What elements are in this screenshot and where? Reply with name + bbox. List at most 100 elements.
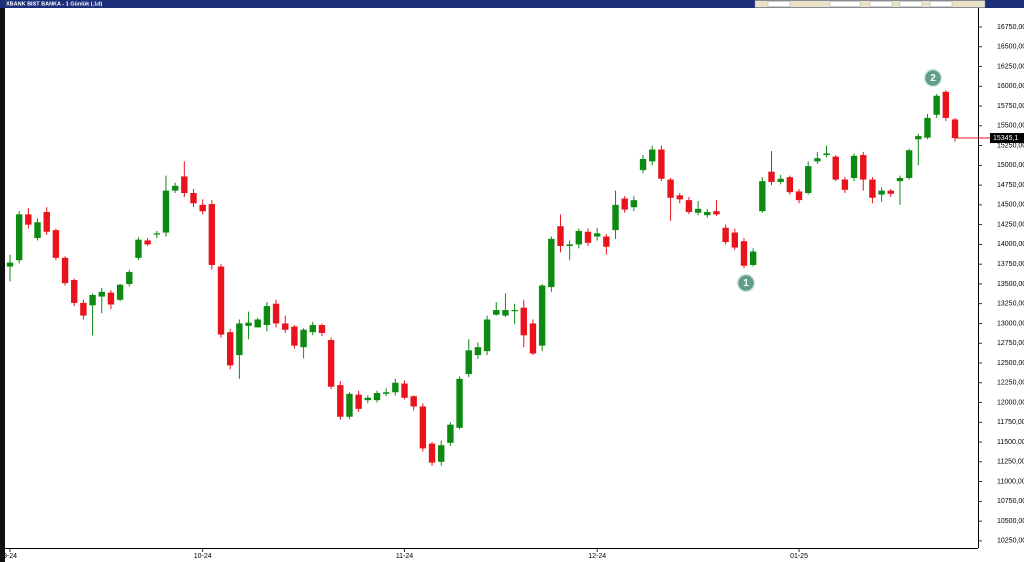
candle-body [98,291,105,297]
candle-body [612,204,619,231]
candle-body [777,178,784,182]
candle-body [364,397,372,401]
candle-body [768,171,775,182]
left-strip [0,8,5,562]
candle-body [658,149,665,179]
candle-body [795,191,803,201]
candle-body [557,226,564,246]
y-tick-label: 16500,00 [997,44,1024,51]
candle-body [860,155,867,180]
candle-body [474,347,482,356]
candle-body [740,241,748,266]
candle-body [493,310,500,315]
candle-body [722,227,729,243]
candle-body [34,222,41,239]
candle-body [630,200,638,208]
toolbar-field [767,1,791,7]
candle-body [759,181,766,212]
candle-body [621,198,628,210]
candle-body [805,166,812,194]
y-tick-label: 10750,00 [997,498,1024,505]
candle-body [951,119,959,139]
candle-body [254,319,261,328]
candle-body [6,262,14,267]
candle-body [905,150,913,178]
candle-body [639,159,647,171]
candle-body [181,176,188,194]
candle-body [15,214,23,261]
candle-body [61,257,69,284]
candle-body [300,329,307,348]
y-tick-label: 10500,00 [997,518,1024,525]
y-tick-label: 16250,00 [997,63,1024,70]
candle-body [171,185,179,191]
candle-body [685,200,693,212]
y-tick-label: 11000,00 [997,478,1024,485]
y-tick-label: 15250,00 [997,142,1024,149]
candle-body [933,95,940,115]
candle-body [887,190,894,194]
candle-body [263,306,271,326]
annotation-marker [736,273,756,293]
y-tick-label: 16000,00 [997,83,1024,90]
candle-body [878,190,885,195]
y-tick-label: 12750,00 [997,340,1024,347]
candle-body [346,393,353,417]
y-tick-label: 12250,00 [997,380,1024,387]
toolbar-field [929,1,953,7]
candle-body [438,445,445,462]
y-tick-label: 10250,00 [997,538,1024,545]
candle-body [419,406,427,449]
x-tick-label: 01-25 [790,553,808,560]
annotation-label: 2 [930,73,936,84]
candle-body [226,332,234,366]
y-tick-label: 12500,00 [997,360,1024,367]
candle-body [337,385,344,417]
last-price-box [990,133,1024,144]
y-tick-label: 14000,00 [997,241,1024,248]
candle-body [465,350,472,375]
x-tick-label: 10-24 [194,553,212,560]
last-price-label: 15345,1 [993,135,1018,142]
candle-body [447,424,454,443]
y-tick-label: 11500,00 [997,439,1024,446]
candle-body [382,392,390,394]
y-tick-label: 15750,00 [997,103,1024,110]
candle-body [135,239,142,258]
candle-body [603,236,610,247]
title-bar [0,0,1024,8]
candle-body [190,193,197,204]
toolbar-field [829,1,861,7]
candle-body [282,323,289,330]
candle-body [896,177,904,182]
y-tick-label: 11750,00 [997,419,1024,426]
candle-body [529,323,537,354]
y-tick-label: 14750,00 [997,182,1024,189]
candle-body [153,233,160,235]
candle-body [144,240,151,245]
toolbar-field [869,1,893,7]
candle-body [116,284,124,300]
candle-body [162,190,170,233]
candle-body [89,294,96,306]
candle-body [593,233,601,237]
candle-body [410,396,417,407]
candle-body [869,179,876,198]
candle-body [291,326,298,346]
y-tick-label: 13750,00 [997,261,1024,268]
y-tick-label: 11250,00 [997,459,1024,466]
annotation-marker [923,68,943,88]
y-tick-label: 13250,00 [997,301,1024,308]
y-tick-label: 12000,00 [997,399,1024,406]
candle-body [832,156,839,180]
y-tick-label: 13000,00 [997,320,1024,327]
candle-body [566,244,573,246]
annotation-label: 1 [743,278,749,289]
candle-body [327,340,335,387]
candle-body [309,325,316,333]
candle-body [575,230,583,245]
chart-title: XBANK BIST BANKA - 1 Günlük (.1d) [6,1,103,7]
